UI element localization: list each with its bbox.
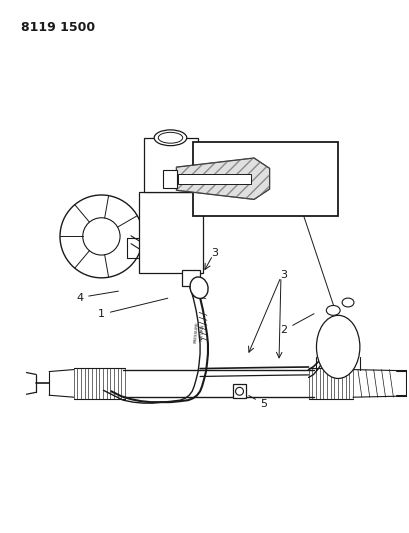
Bar	[162, 169, 177, 188]
Bar	[193, 142, 337, 216]
Bar	[178, 174, 250, 184]
Bar	[182, 270, 200, 286]
Text: 3: 3	[211, 248, 218, 258]
Text: 2: 2	[280, 314, 313, 335]
Text: PRESSURE: PRESSURE	[193, 321, 199, 343]
Text: 8119 1500: 8119 1500	[20, 21, 94, 34]
Text: 4: 4	[76, 291, 118, 303]
Ellipse shape	[190, 277, 208, 298]
Text: 3: 3	[280, 270, 287, 280]
Text: 6: 6	[285, 142, 292, 152]
Ellipse shape	[341, 298, 353, 307]
Ellipse shape	[154, 130, 186, 146]
Text: 1: 1	[98, 298, 167, 319]
Text: 5: 5	[248, 395, 267, 409]
Text: RETURN: RETURN	[199, 324, 204, 341]
Ellipse shape	[326, 305, 339, 316]
Bar	[232, 384, 246, 398]
Bar	[139, 192, 202, 273]
Polygon shape	[176, 158, 269, 199]
Ellipse shape	[316, 316, 359, 378]
Bar	[144, 138, 198, 192]
